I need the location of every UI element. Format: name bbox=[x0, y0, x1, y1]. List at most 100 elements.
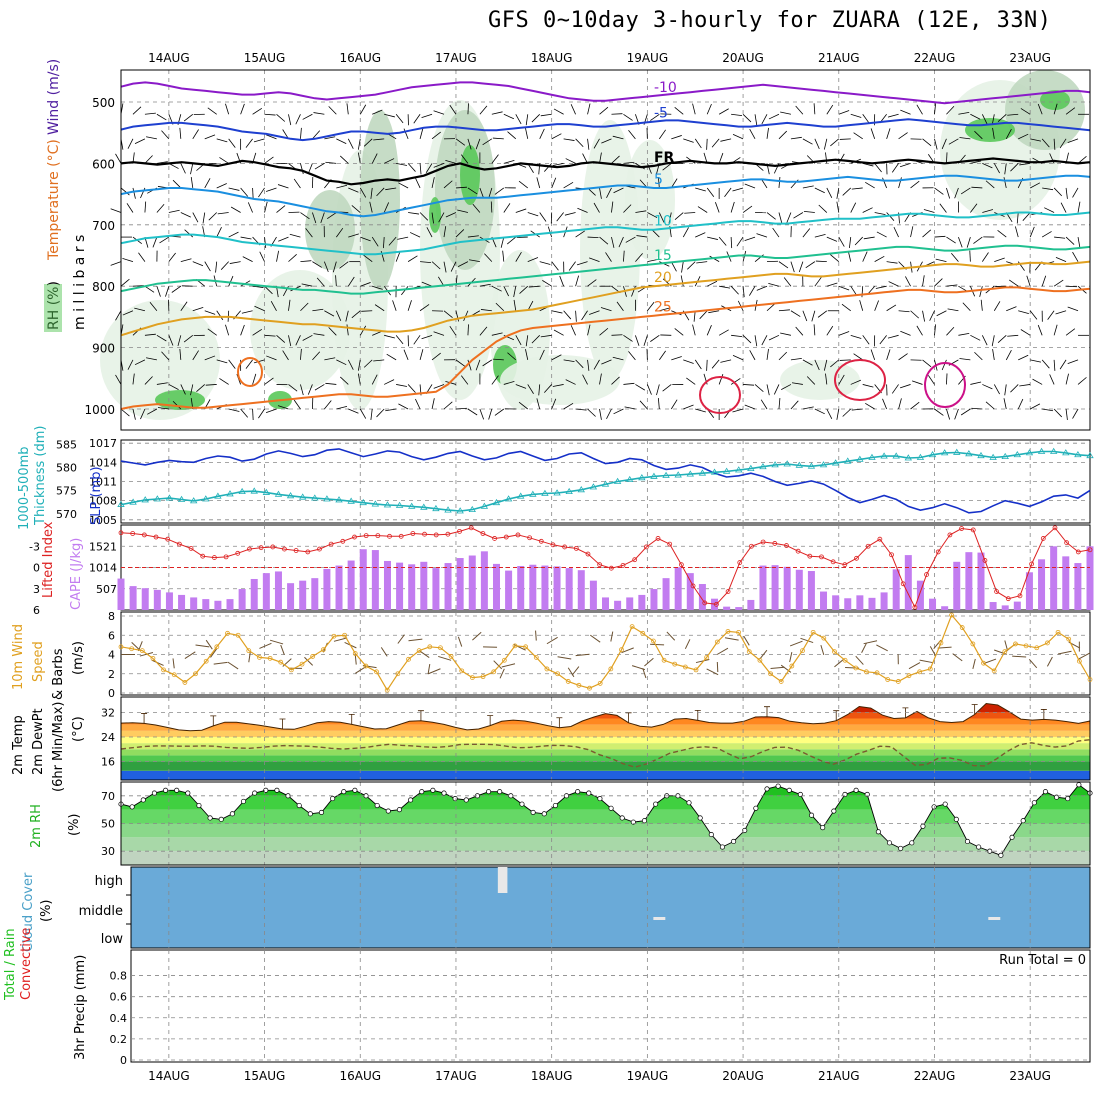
wind-barb bbox=[570, 104, 576, 115]
legend-rh-swatch bbox=[44, 284, 62, 332]
thickness-marker bbox=[468, 505, 476, 513]
wind10-barb bbox=[789, 651, 793, 663]
thickness-marker bbox=[238, 487, 246, 495]
wind-barb bbox=[934, 235, 946, 238]
wind-barb bbox=[838, 285, 850, 291]
wind10-barb bbox=[428, 668, 441, 675]
wind10-barb bbox=[427, 663, 431, 675]
wind-barb bbox=[806, 376, 816, 385]
li-marker bbox=[223, 554, 229, 560]
cape-bar bbox=[795, 569, 803, 610]
cape-bar bbox=[771, 565, 779, 610]
rh-shading-cell bbox=[1005, 70, 1085, 150]
wind10-barb bbox=[621, 647, 634, 654]
wind-barb bbox=[1017, 398, 1024, 410]
wind-barb bbox=[922, 229, 932, 238]
wind-barb bbox=[628, 130, 636, 140]
rh2m-frame bbox=[120, 781, 1091, 866]
wind-barb bbox=[302, 334, 313, 341]
warm-cell-contour bbox=[834, 359, 886, 401]
wind-barb bbox=[359, 408, 367, 419]
wind-barb bbox=[934, 187, 944, 195]
wind-barb bbox=[398, 403, 409, 410]
rh2m-marker bbox=[820, 825, 826, 831]
temp2m-tick: 16 bbox=[101, 756, 115, 769]
legend-ms: (m/s) bbox=[71, 641, 86, 675]
wind-barb bbox=[183, 113, 194, 122]
wind-barb bbox=[1059, 359, 1067, 370]
wind-barb bbox=[1067, 306, 1079, 312]
wind-barb bbox=[253, 138, 265, 143]
cape-legend: Lifted Index bbox=[41, 521, 56, 598]
wind10-tick: 6 bbox=[108, 629, 115, 642]
wind10-barb bbox=[800, 637, 814, 644]
legend-thickness: Thickness (dm) bbox=[33, 426, 48, 526]
wind-barb bbox=[941, 359, 947, 371]
wind-barb bbox=[484, 253, 493, 262]
wind-barb bbox=[443, 261, 447, 273]
date-label-top: 19AUG bbox=[627, 51, 669, 65]
thickness-marker bbox=[783, 460, 791, 467]
thickness-tick: 585 bbox=[56, 439, 77, 452]
wind-barb bbox=[683, 138, 694, 143]
cape-bar bbox=[1074, 563, 1082, 610]
li-marker bbox=[597, 562, 603, 568]
wind-barb bbox=[954, 187, 959, 199]
wind-barb bbox=[156, 161, 168, 164]
wind-barb bbox=[692, 103, 696, 115]
wind-barb bbox=[205, 384, 217, 386]
rh2m-marker bbox=[385, 808, 391, 814]
wind-barb bbox=[817, 310, 828, 318]
wind10-barb bbox=[716, 647, 729, 655]
wind-barb bbox=[974, 130, 983, 140]
wind10-marker bbox=[1013, 641, 1018, 647]
wind-barb bbox=[335, 310, 342, 321]
wind-barb bbox=[202, 212, 206, 224]
rh2m-marker bbox=[174, 787, 180, 793]
wind-barb bbox=[647, 212, 658, 219]
wind-barb bbox=[266, 134, 277, 140]
wind10-barb bbox=[666, 631, 676, 641]
wind-barb bbox=[958, 111, 970, 115]
wind-barb bbox=[838, 374, 845, 385]
rh2m-marker bbox=[196, 802, 202, 809]
wind10-marker bbox=[981, 660, 986, 666]
wind10-barb bbox=[1046, 656, 1053, 667]
wind-barb bbox=[168, 384, 179, 390]
thickness-marker bbox=[904, 454, 913, 461]
wind10-marker bbox=[129, 646, 135, 652]
wind-barb bbox=[1077, 237, 1081, 248]
cape-bar bbox=[698, 584, 706, 610]
wind-barb bbox=[706, 359, 708, 371]
wind10-barb bbox=[589, 634, 601, 643]
li-marker bbox=[1052, 525, 1058, 531]
wind-barb bbox=[225, 324, 230, 336]
wind-barb bbox=[874, 163, 882, 173]
wind-barb bbox=[147, 408, 158, 415]
wind10-marker bbox=[682, 664, 688, 670]
wind10-barb bbox=[571, 666, 580, 676]
rh2m-marker bbox=[374, 802, 380, 809]
rh2m-marker bbox=[742, 827, 748, 833]
wind-barb bbox=[553, 108, 564, 115]
thickness-marker bbox=[565, 487, 573, 495]
thickness-marker bbox=[722, 467, 731, 474]
wind-barb bbox=[348, 233, 359, 238]
wind-barb bbox=[802, 185, 814, 189]
wind-barb bbox=[277, 184, 289, 189]
wind-barb bbox=[730, 285, 739, 295]
wind-barb bbox=[482, 359, 493, 367]
wind-barb bbox=[778, 130, 788, 140]
wind-barb bbox=[730, 201, 735, 213]
wind-barb bbox=[332, 261, 337, 273]
li-tick: 6 bbox=[33, 604, 40, 617]
wind-barb bbox=[443, 310, 453, 318]
wind-barb bbox=[482, 138, 493, 146]
wind-barb bbox=[916, 104, 923, 115]
wind-barb bbox=[180, 301, 188, 311]
wind-barb bbox=[551, 133, 562, 140]
wind-barb bbox=[1065, 236, 1075, 245]
wind-barb bbox=[507, 131, 517, 140]
wind-barb bbox=[656, 384, 660, 396]
rh2m-marker bbox=[552, 802, 558, 809]
